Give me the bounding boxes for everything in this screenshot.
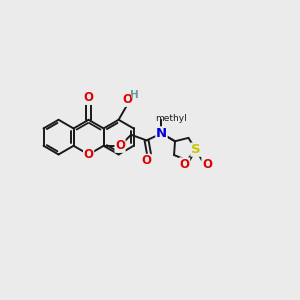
Text: O: O [115,139,125,152]
Text: O: O [84,92,94,104]
Text: S: S [191,143,201,156]
Text: O: O [84,148,94,161]
Text: O: O [180,158,190,171]
Text: methyl: methyl [155,114,187,123]
Text: O: O [202,158,212,171]
Text: O: O [141,154,151,167]
Text: N: N [156,127,167,140]
Text: H: H [130,90,139,100]
Text: O: O [122,93,132,106]
